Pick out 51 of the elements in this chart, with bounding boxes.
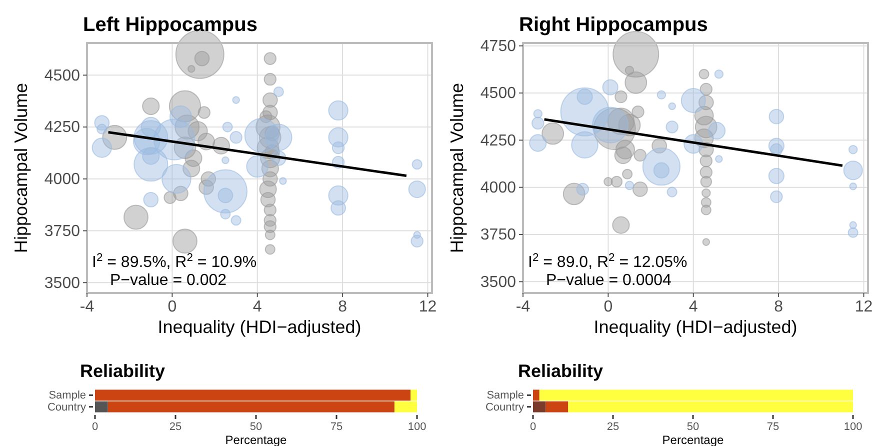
bar [95, 401, 108, 412]
x-tick-label: 12 [854, 298, 873, 316]
x-tick-label: 75 [330, 420, 343, 433]
x-tick-label: -4 [516, 298, 530, 316]
x-axis-title: Inequality (HDI−adjusted) [594, 317, 798, 337]
y-tick-label: 3750 [480, 226, 516, 244]
y-tick-label: 4000 [480, 179, 516, 196]
annotation: I$^{2}$ = 89.0, R$^{2}$ = 12.05% [528, 252, 688, 271]
chart-title: Reliability [80, 361, 166, 381]
x-tick-label: 50 [250, 420, 262, 433]
bar [533, 401, 546, 412]
x-axis-title: Inequality (HDI−adjusted) [158, 317, 362, 337]
x-tick-label: 12 [418, 298, 437, 316]
bar [533, 390, 540, 401]
x-tick-label: 4 [252, 298, 262, 316]
y-tick-label: 4750 [480, 38, 516, 55]
x-tick-label: 100 [844, 420, 862, 433]
x-tick-label: 25 [606, 420, 620, 433]
y-axis-title: Hippocampal Volume [11, 82, 31, 254]
y-tick-label: Country [485, 401, 524, 414]
annotation: I$^{2}$ = 89.5%, R$^{2}$ = 10.9% [92, 252, 257, 271]
annotation: P−value = 0.002 [110, 272, 227, 289]
y-tick-label: 4250 [44, 119, 80, 136]
y-tick-label: 4250 [480, 132, 516, 150]
chart-title: Left Hippocampus [83, 14, 258, 36]
y-tick-label: Sample [48, 390, 86, 402]
x-tick-label: 0 [530, 420, 536, 433]
x-tick-label: 25 [169, 420, 182, 433]
y-tick-label: 4000 [44, 171, 80, 188]
x-tick-label: 100 [408, 420, 426, 433]
annotation: P−value = 0.0004 [546, 272, 672, 289]
x-tick-label: 0 [92, 420, 98, 433]
y-tick-label: 3500 [480, 274, 516, 291]
chart-title: Reliability [518, 361, 604, 381]
y-tick-label: 4500 [44, 67, 80, 84]
y-tick-label: Sample [486, 390, 524, 402]
x-tick-label: 4 [688, 298, 698, 316]
x-tick-label: 8 [338, 298, 348, 316]
y-axis-title: Hippocampal Volume [447, 82, 467, 254]
chart-title: Right Hippocampus [519, 14, 708, 36]
bar [546, 401, 568, 412]
y-tick-label: 3500 [44, 274, 80, 292]
x-tick-label: 75 [766, 420, 780, 433]
x-tick-label: 0 [604, 298, 613, 316]
x-tick-label: 0 [168, 298, 177, 316]
x-tick-label: -4 [80, 298, 94, 316]
y-tick-label: 3750 [44, 222, 80, 240]
y-tick-label: Country [47, 401, 86, 414]
y-tick-label: 4500 [480, 85, 516, 102]
x-tick-label: 50 [686, 420, 700, 433]
x-tick-label: 8 [774, 298, 784, 316]
